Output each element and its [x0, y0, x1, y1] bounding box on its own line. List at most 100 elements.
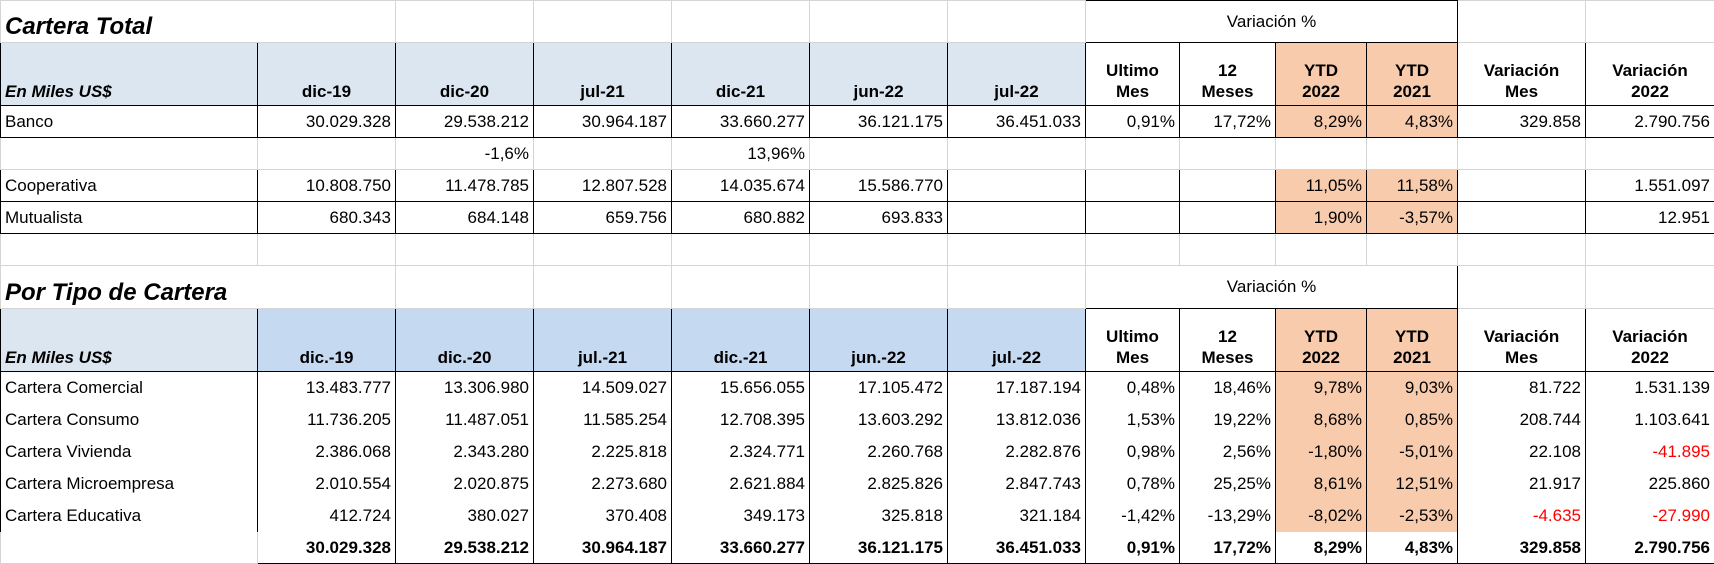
cell: 11.487.051 [395, 403, 534, 436]
cell: 8,68% [1275, 403, 1367, 436]
cell: 11.478.785 [395, 169, 534, 202]
cell: 1.551.097 [1585, 169, 1714, 202]
cell [1457, 201, 1587, 234]
cell: 22.108 [1457, 435, 1587, 468]
column-header: Ultimo Mes [1085, 308, 1180, 372]
cell [257, 233, 396, 266]
cell [1585, 233, 1714, 266]
cell [947, 233, 1086, 266]
column-header: jul-22 [947, 42, 1086, 106]
cell: 680.882 [671, 201, 810, 234]
cell [809, 265, 948, 309]
cell: 81.722 [1457, 371, 1587, 404]
cell: 1.531.139 [1585, 371, 1714, 404]
column-header: dic-21 [671, 42, 810, 106]
column-header: Variación Mes [1457, 42, 1587, 106]
cell: -4.635 [1457, 499, 1587, 532]
cell [1179, 201, 1276, 234]
row-label: Cartera Comercial [0, 371, 258, 404]
cell: 10.808.750 [257, 169, 396, 202]
cell [1275, 233, 1367, 266]
column-header: jul.-22 [947, 308, 1086, 372]
cell: -13,29% [1179, 499, 1276, 532]
header-text: 2021 [1393, 347, 1431, 367]
cell [1457, 137, 1587, 170]
header-text: Ultimo [1106, 326, 1159, 346]
cell: 2.010.554 [257, 467, 396, 500]
row: Cooperativa 10.808.750 11.478.785 12.807.52… [0, 169, 1714, 202]
column-header: dic-19 [257, 42, 396, 106]
header-text: dic.-21 [713, 347, 768, 367]
cell [671, 265, 810, 309]
cell: 329.858 [1457, 531, 1587, 564]
cell: 349.173 [671, 499, 810, 532]
cell: 8,29% [1275, 105, 1367, 138]
cell: 11.736.205 [257, 403, 396, 436]
cell [1085, 137, 1180, 170]
row-label: Banco [0, 105, 258, 138]
variation-title: Variación % [1084, 0, 1459, 43]
row-label [0, 137, 258, 170]
cell: 13.603.292 [809, 403, 948, 436]
cell: 36.451.033 [947, 105, 1086, 138]
cell [395, 0, 534, 43]
cell [1179, 169, 1276, 202]
header-text: 2022 [1631, 347, 1669, 367]
cell: -3,57% [1365, 201, 1459, 234]
cell: 0,98% [1085, 435, 1180, 468]
header-text: Mes [1504, 347, 1539, 367]
column-header: En Miles US$ [0, 308, 258, 372]
variation-title: Variación % [1084, 265, 1459, 309]
cell: 8,61% [1275, 467, 1367, 500]
header-text: Variación [1612, 326, 1688, 346]
cell: 1,90% [1275, 201, 1367, 234]
cell: 33.660.277 [671, 531, 810, 564]
column-header: dic-20 [395, 42, 534, 106]
cell: 329.858 [1457, 105, 1587, 138]
cell: 380.027 [395, 499, 534, 532]
header-text: YTD [1395, 326, 1429, 346]
cell: -8,02% [1275, 499, 1367, 532]
header-text: jun-22 [853, 81, 904, 101]
cell: 4,83% [1365, 531, 1459, 564]
cell [533, 265, 672, 309]
cell [1457, 233, 1587, 266]
cell: 13.812.036 [947, 403, 1086, 436]
cell: 15.586.770 [809, 169, 948, 202]
row-label: Cooperativa [0, 169, 258, 202]
header-text: jul.-21 [577, 347, 628, 367]
cell: -1,42% [1085, 499, 1180, 532]
cell [1275, 137, 1367, 170]
cell [1457, 0, 1587, 43]
header-text: Mes [1504, 81, 1539, 101]
cell: 12.807.528 [533, 169, 672, 202]
row: Cartera Comercial 13.483.777 13.306.980 14.… [0, 371, 1714, 404]
column-header: YTD 2022 [1275, 42, 1367, 106]
cell: 2.020.875 [395, 467, 534, 500]
header-text: En Miles US$ [5, 347, 112, 367]
cell [533, 0, 672, 43]
header-text: jul-21 [580, 81, 625, 101]
cell [947, 265, 1086, 309]
row: Cartera Total Variación % [0, 0, 1714, 43]
cell: 12,51% [1365, 467, 1459, 500]
column-header: dic.-21 [671, 308, 810, 372]
row: En Miles US$ dic-19 dic-20 jul-21 dic-21 jun-… [0, 42, 1714, 106]
row-label: Cartera Microempresa [0, 467, 258, 500]
header-text: 2022 [1631, 81, 1669, 101]
cell [257, 265, 396, 309]
header-text: jul-22 [994, 81, 1039, 101]
cell: 2.790.756 [1585, 105, 1714, 138]
cell [1585, 137, 1714, 170]
row: Cartera Vivienda 2.386.068 2.343.280 2.225.… [0, 435, 1714, 468]
cell: 12.951 [1585, 201, 1714, 234]
row: Banco 30.029.328 29.538.212 30.964.187 33.66… [0, 105, 1714, 138]
cell [1585, 265, 1714, 309]
cell: 36.451.033 [947, 531, 1086, 564]
cell: 36.121.175 [809, 105, 948, 138]
cell: 2.343.280 [395, 435, 534, 468]
cell: 8,29% [1275, 531, 1367, 564]
cell: 30.964.187 [533, 105, 672, 138]
cell [1085, 201, 1180, 234]
row-label: Mutualista [0, 201, 258, 234]
